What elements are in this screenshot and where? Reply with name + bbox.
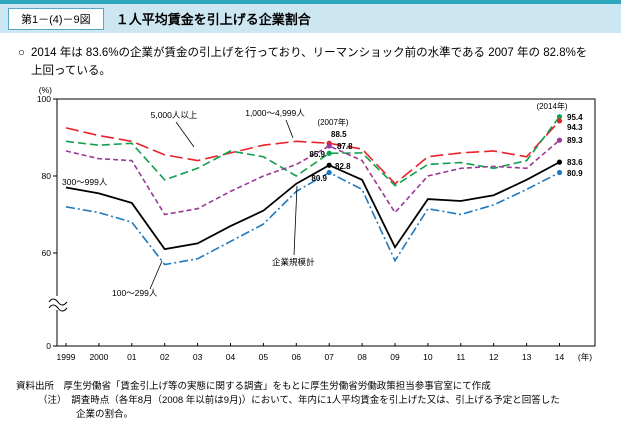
data-point-marker	[556, 169, 563, 175]
annotation-year-label: (2007年)	[317, 117, 348, 127]
data-point-marker	[326, 142, 332, 149]
data-point-marker	[326, 169, 332, 175]
series-label: 企業規模計	[272, 257, 315, 267]
x-tick-label: 07	[324, 352, 334, 362]
series-label: 100〜299人	[112, 288, 158, 298]
source-note: 資料出所 厚生労働省「賃金引上げ等の実態に関する調査」をもとに厚生労働省労働政策…	[16, 380, 491, 392]
series-label: 300〜999人	[62, 177, 108, 187]
series-line	[65, 115, 561, 187]
axis-break-icon	[48, 298, 68, 306]
chart-area: 100 80 60 0 (%) 1999 2000 01 02 03 04 05 06 07 08 09 10 1…	[0, 85, 621, 378]
y-tick-label: 60	[42, 248, 52, 258]
plot-frame	[56, 98, 596, 347]
x-tick-label: 09	[390, 352, 400, 362]
y-axis-unit-label: (%)	[39, 85, 52, 95]
x-axis-unit-label: (年)	[578, 352, 592, 362]
series-line	[65, 120, 561, 185]
x-tick-label: 03	[193, 352, 203, 362]
footer-notes: 資料出所 厚生労働省「賃金引上げ等の実態に関する調査」をもとに厚生労働省労働政策…	[0, 378, 621, 423]
data-point-value: 95.4	[567, 113, 583, 122]
page: 第1－(4)－9図 １人平均賃金を引上げる企業割合 ○ 2014 年は 83.6…	[0, 0, 621, 423]
x-tick-label: 2000	[89, 352, 108, 362]
wage-increase-line-chart: 100 80 60 0 (%) 1999 2000 01 02 03 04 05 06 07 08 09 10 1…	[37, 85, 596, 362]
summary-text: 2014 年は 83.6%の企業が賃金の引上げを行っており、リーマンショック前の…	[30, 47, 588, 77]
y-tick-label: 80	[42, 171, 52, 181]
x-tick-label: 02	[160, 352, 170, 362]
x-tick-label: 08	[357, 352, 367, 362]
summary-bullet: ○	[18, 47, 25, 59]
x-tick-label: 11	[456, 352, 465, 362]
x-tick-label: 01	[127, 352, 137, 362]
axis-break-mask	[48, 295, 66, 310]
x-tick-label: 13	[522, 352, 532, 362]
note-line-2: 企業の割合。	[76, 409, 134, 421]
series-label: 1,000〜4,999人	[245, 108, 305, 118]
annotation-year-label: (2014年)	[536, 101, 567, 111]
data-point-marker	[556, 117, 563, 124]
summary: ○ 2014 年は 83.6%の企業が賃金の引上げを行っており、リーマンショック…	[0, 33, 621, 81]
data-point-value: 88.5	[331, 130, 347, 139]
series-label: 5,000人以上	[151, 110, 198, 120]
series-label-leader	[175, 121, 195, 147]
x-tick-label: 04	[226, 352, 236, 362]
series-label-leader	[293, 185, 298, 255]
data-point-value: 82.8	[335, 162, 351, 171]
note-line-1: （注） 調査時点（各年8月（2008 年以前は9月)）において、年内に1人平均賃…	[38, 394, 560, 406]
x-tick-label: 1999	[57, 352, 76, 362]
x-tick-label: 06	[292, 352, 302, 362]
series-line	[65, 139, 561, 216]
data-point-value: 80.9	[311, 174, 327, 183]
data-point-marker	[556, 159, 563, 165]
y-tick-label: 100	[37, 94, 51, 104]
x-tick-label: 14	[555, 352, 565, 362]
axis-break-icon	[48, 304, 68, 312]
x-tick-label: 10	[423, 352, 433, 362]
figure-header: 第1－(4)－9図 １人平均賃金を引上げる企業割合	[0, 0, 621, 33]
figure-number: 第1－(4)－9図	[8, 7, 104, 30]
data-point-marker	[556, 113, 563, 119]
data-point-value: 89.3	[567, 136, 583, 145]
x-tick-label: 12	[489, 352, 499, 362]
data-point-value: 87.8	[337, 142, 353, 151]
data-point-value: 80.9	[567, 169, 583, 178]
data-point-marker	[326, 162, 332, 168]
data-point-value: 85.9	[309, 150, 325, 159]
series-line	[65, 160, 560, 250]
y-tick-label: 0	[46, 341, 51, 351]
data-point-value: 83.6	[567, 158, 583, 167]
data-point-value: 94.3	[567, 123, 583, 132]
series-label-leader	[149, 260, 163, 289]
data-point-marker	[326, 150, 332, 156]
figure-title: １人平均賃金を引上げる企業割合	[115, 12, 311, 27]
x-tick-label: 05	[259, 352, 269, 362]
series-label-leader	[285, 119, 294, 138]
data-point-marker	[556, 137, 563, 143]
series-line	[65, 171, 560, 266]
